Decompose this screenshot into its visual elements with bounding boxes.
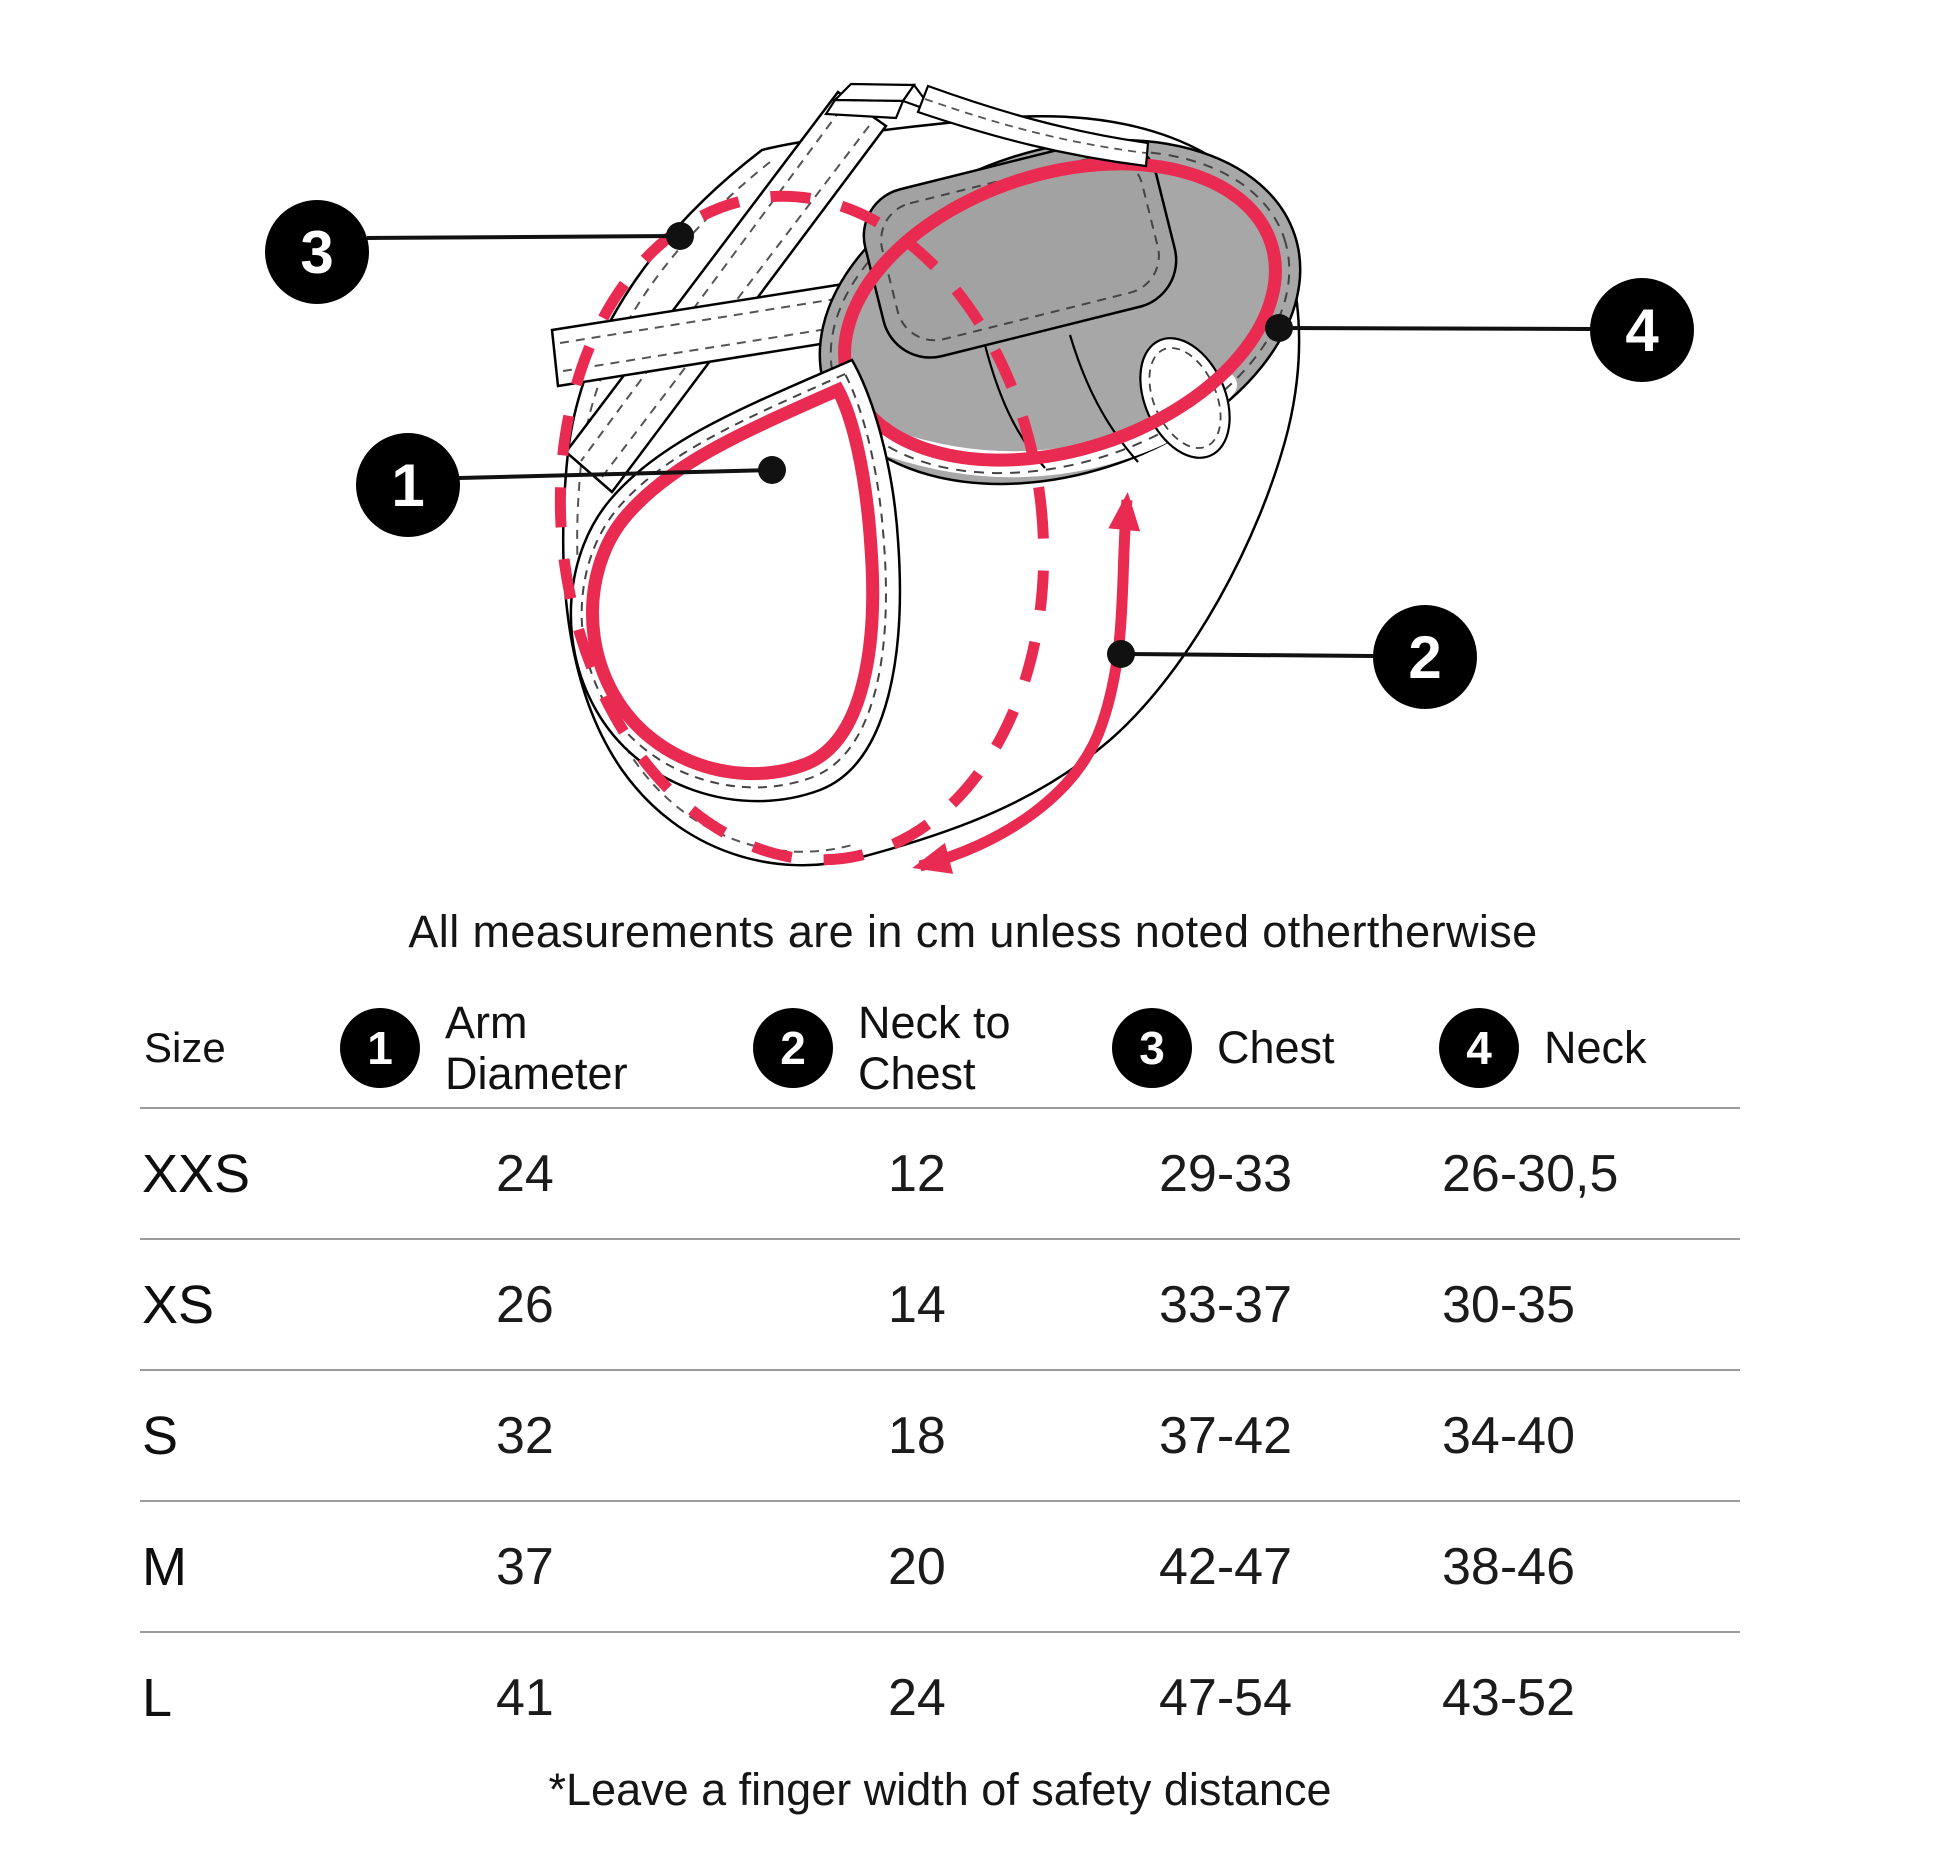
- header-size: Size: [144, 1023, 226, 1071]
- callout-1: 1: [356, 433, 786, 537]
- size-table: Size 1 Arm Diameter 2 Neck to Chest 3 Ch…: [140, 988, 1740, 1762]
- header-neck-to-chest: 2 Neck to Chest: [753, 997, 1112, 1099]
- size-label: S: [142, 1405, 179, 1466]
- size-label: XXS: [142, 1143, 251, 1204]
- neck-value: 43-52: [1442, 1668, 1575, 1727]
- neck-value: 38-46: [1442, 1537, 1575, 1596]
- chest-value: 37-42: [1159, 1406, 1292, 1465]
- chest-value: 29-33: [1159, 1144, 1292, 1203]
- header-neck-to-chest-label: Neck to Chest: [858, 996, 1011, 1099]
- table-row-xs: XS 26 14 33-37 30-35: [140, 1240, 1740, 1371]
- callout-3-anchor-dot: [666, 222, 694, 250]
- chest-value: 33-37: [1159, 1275, 1292, 1334]
- arm-diameter-value: 41: [496, 1668, 554, 1727]
- header-chest-label: Chest: [1217, 1022, 1335, 1073]
- neck-to-chest-value: 20: [888, 1537, 946, 1596]
- neck-opening: [818, 137, 1302, 486]
- callout-3-number: 3: [300, 219, 333, 286]
- callout-3: 3: [265, 200, 694, 304]
- rear-strap: [916, 84, 1150, 168]
- table-row-m: M 37 20 42-47 38-46: [140, 1502, 1740, 1633]
- header-badge-1: 1: [340, 1007, 420, 1088]
- neck-value: 34-40: [1442, 1406, 1575, 1465]
- size-table-header: Size 1 Arm Diameter 2 Neck to Chest 3 Ch…: [140, 988, 1740, 1109]
- callout-1-number: 1: [391, 452, 424, 519]
- callout-1-anchor-dot: [758, 456, 786, 484]
- neck-to-chest-value: 14: [888, 1275, 946, 1334]
- arm-opening: [569, 358, 902, 803]
- size-label: L: [142, 1667, 173, 1728]
- neck-to-chest-value: 18: [888, 1406, 946, 1465]
- header-badge-2: 2: [753, 1007, 833, 1088]
- callout-4-circle: [1590, 278, 1694, 382]
- measurements-caption: All measurements are in cm unless noted …: [408, 906, 1538, 957]
- arm-diameter-value: 24: [496, 1144, 554, 1203]
- callout-2-number: 2: [1408, 624, 1441, 691]
- arm-diameter-value: 37: [496, 1537, 554, 1596]
- table-row-s: S 32 18 37-42 34-40: [140, 1371, 1740, 1502]
- header-badge-3: 3: [1112, 1007, 1192, 1088]
- arm-edge-highlight: [586, 381, 880, 781]
- header-badge-4: 4: [1439, 1007, 1519, 1088]
- arm-diameter-value: 32: [496, 1406, 554, 1465]
- header-neck-label: Neck: [1544, 1022, 1647, 1073]
- callout-1-circle: [356, 433, 460, 537]
- header-arm-diameter: 1 Arm Diameter: [340, 997, 753, 1099]
- arm-diameter-value: 26: [496, 1275, 554, 1334]
- neck-value: 30-35: [1442, 1275, 1575, 1334]
- chest-value: 42-47: [1159, 1537, 1292, 1596]
- arm-opening-stitching: [580, 372, 887, 789]
- callout-4-anchor-dot: [1265, 314, 1293, 342]
- neck-to-chest-value: 12: [888, 1144, 946, 1203]
- callout-4: 4: [1265, 278, 1694, 382]
- neck-to-chest-arrow: [912, 492, 1141, 874]
- callout-2-circle: [1373, 605, 1477, 709]
- callout-3-circle: [265, 200, 369, 304]
- callout-4-number: 4: [1625, 297, 1659, 364]
- size-label: M: [142, 1536, 187, 1597]
- neck-to-chest-value: 24: [888, 1668, 946, 1727]
- table-row-l: L 41 24 47-54 43-52: [140, 1633, 1740, 1762]
- table-row-xxs: XXS 24 12 29-33 26-30,5: [140, 1109, 1740, 1240]
- header-arm-diameter-label: Arm Diameter: [445, 996, 628, 1099]
- harness-illustration: 3 1 4 2: [265, 82, 1694, 874]
- neck-value: 26-30,5: [1442, 1144, 1619, 1203]
- header-chest: 3 Chest: [1112, 1007, 1439, 1088]
- chest-value: 47-54: [1159, 1668, 1292, 1727]
- header-neck: 4 Neck: [1439, 1007, 1740, 1088]
- callout-2: 2: [1107, 605, 1477, 709]
- callout-2-anchor-dot: [1107, 640, 1135, 668]
- size-label: XS: [142, 1274, 215, 1335]
- safety-footnote: *Leave a finger width of safety distance: [548, 1764, 1332, 1815]
